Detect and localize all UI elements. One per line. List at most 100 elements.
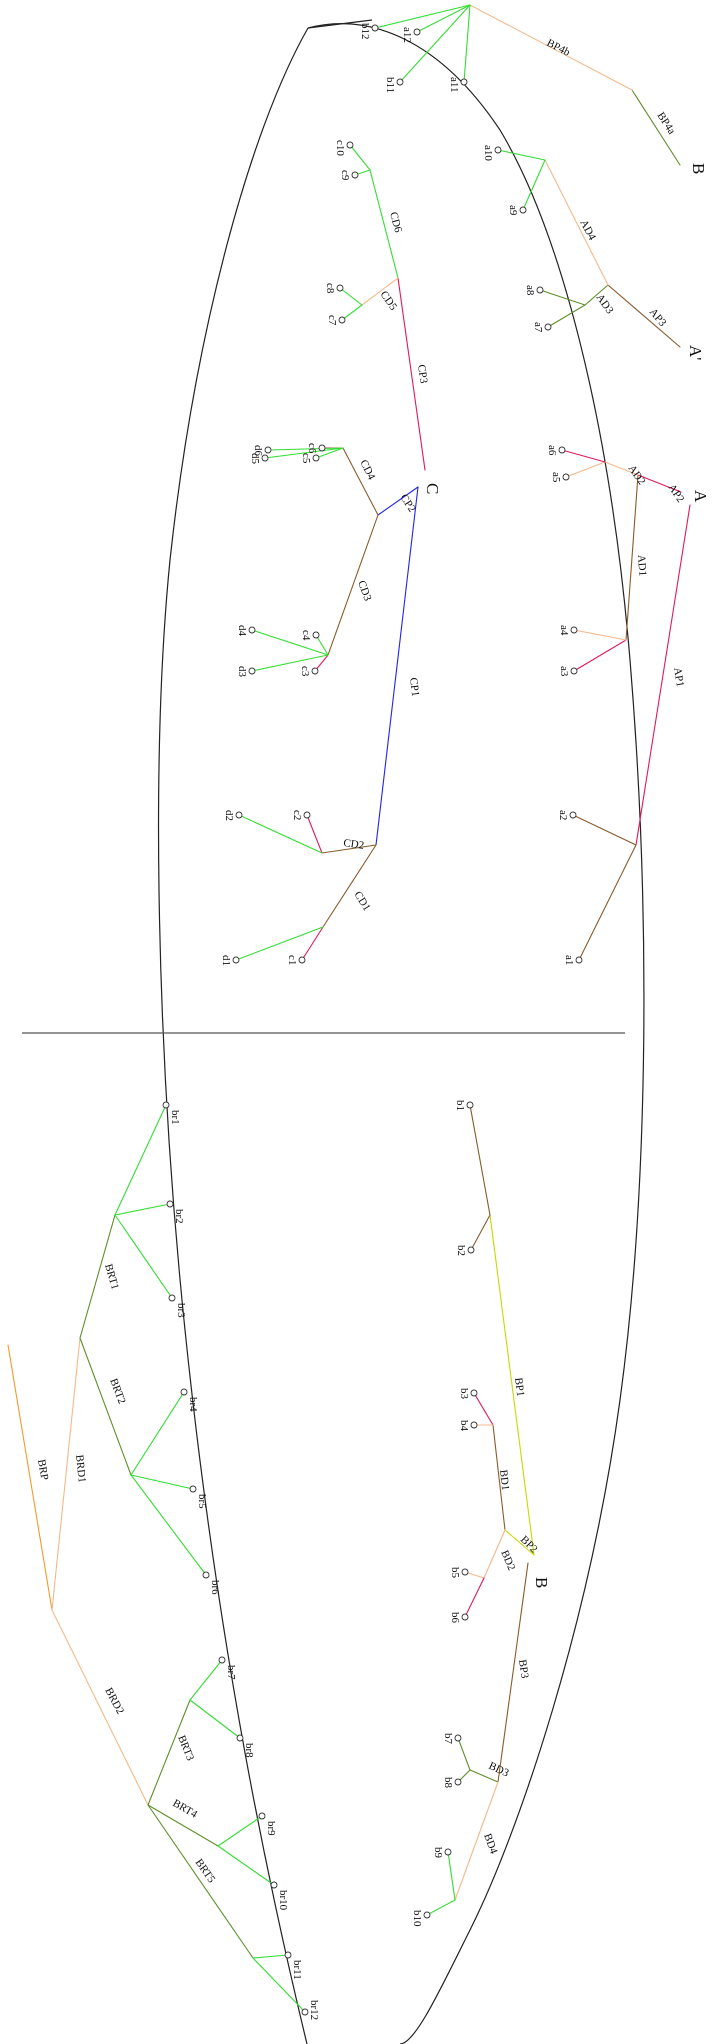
label-br4: br4	[187, 1397, 199, 1412]
node-br4	[180, 1388, 188, 1396]
label-d3: d3	[236, 666, 248, 678]
node-br6	[202, 1571, 210, 1579]
node-b4	[470, 1421, 478, 1429]
node-a7	[544, 323, 552, 331]
edge-c1	[301, 926, 324, 961]
edge-b6	[464, 1577, 485, 1618]
label-brt3: BRT3	[175, 1734, 196, 1763]
node-br1	[162, 1101, 170, 1109]
edge-bp2	[504, 1529, 535, 1556]
node-c9	[351, 171, 359, 179]
node-a8	[536, 286, 544, 294]
label-br10: br10	[277, 1890, 289, 1911]
label-b11: b11	[384, 77, 396, 93]
edge-a11	[463, 4, 471, 83]
node-br9	[258, 1812, 266, 1820]
label-c10: c10	[334, 140, 346, 156]
label-bd1: BD1	[497, 1469, 511, 1491]
edge-br2	[114, 1203, 171, 1216]
edge-bd4	[454, 1781, 499, 1901]
label-ap3: AP3	[647, 306, 669, 329]
label-b5: b5	[449, 1567, 461, 1579]
label-section-b-top: B	[689, 163, 708, 174]
node-d3	[248, 667, 256, 675]
edge-c10	[349, 144, 371, 171]
node-br3	[168, 1294, 176, 1302]
node-labels: a1 a2 a3 a4 a5 a6 a7 a8 a9 a10 a11 a12 b…	[169, 23, 575, 2020]
edge-cd1	[322, 844, 377, 928]
label-d4: d4	[236, 625, 248, 637]
node-d2	[235, 811, 243, 819]
edge-br11	[252, 1954, 289, 1959]
edge-b7	[457, 1737, 471, 1771]
label-br12: br12	[308, 2000, 320, 2020]
label-ap2: AP2	[666, 482, 687, 505]
node-a12	[413, 28, 421, 36]
edge-ad4	[544, 159, 609, 286]
edge-brd2	[51, 1609, 149, 1806]
label-brd2: BRD2	[102, 1686, 126, 1716]
label-d1: d1	[220, 955, 232, 966]
label-ap1: AP1	[671, 667, 686, 688]
edge-c2	[306, 814, 323, 854]
edge-cp3	[397, 277, 426, 471]
edge-a7	[547, 304, 586, 328]
label-d2: d2	[223, 810, 235, 821]
edge-d6	[267, 447, 344, 451]
edge-br4	[130, 1391, 185, 1476]
label-br2: br2	[173, 1209, 185, 1224]
edge-cd2	[321, 844, 377, 854]
label-bd2: BD2	[498, 1548, 517, 1572]
edge-bd2	[483, 1529, 506, 1579]
edge-brd1	[51, 1337, 81, 1611]
label-b7: b7	[442, 1733, 454, 1745]
label-cd5: CD5	[378, 289, 400, 313]
edge-b-upper	[469, 1104, 491, 1216]
label-cd1: CD1	[351, 889, 372, 913]
edge-cp2	[377, 486, 419, 516]
node-b1	[466, 1101, 474, 1109]
label-brp: BRP	[35, 1458, 50, 1481]
label-cd6: CD6	[387, 211, 404, 235]
node-c4	[312, 631, 320, 639]
node-br10	[270, 1881, 278, 1889]
edge-brt5	[147, 1804, 254, 1959]
label-br6: br6	[209, 1580, 221, 1595]
edge-a5	[565, 461, 606, 478]
label-a5: a5	[550, 472, 562, 483]
label-br7: br7	[225, 1665, 237, 1680]
node-b5	[461, 1568, 469, 1576]
node-a6	[558, 446, 566, 454]
node-a2	[569, 811, 577, 819]
node-c10	[346, 141, 354, 149]
node-a10	[494, 146, 502, 154]
node-c3	[311, 667, 319, 675]
node-b11	[396, 78, 404, 86]
node-d6	[264, 446, 272, 454]
edge-cd3	[327, 514, 379, 656]
label-c9: c9	[339, 170, 351, 181]
node-c6	[318, 444, 326, 452]
label-a12: a12	[401, 27, 413, 43]
label-b4: b4	[458, 1420, 470, 1432]
label-a10: a10	[482, 145, 494, 161]
label-bp3: BP3	[516, 1659, 531, 1680]
node-a5	[562, 473, 570, 481]
edge-a4	[573, 629, 627, 641]
label-bd4: BD4	[481, 1832, 500, 1856]
label-b8: b8	[442, 1777, 454, 1789]
edge-cp1	[375, 486, 419, 846]
label-cp1: CP1	[407, 677, 421, 697]
label-d6: d6	[252, 445, 264, 457]
edge-d2	[238, 814, 323, 854]
label-cp3: CP3	[415, 364, 430, 385]
edge-a9	[522, 159, 546, 211]
edge-a6	[561, 449, 606, 463]
a-tree	[374, 4, 691, 961]
node-b7	[454, 1734, 462, 1742]
label-br3: br3	[175, 1303, 187, 1318]
edge-c5	[315, 447, 344, 459]
label-br5: br5	[196, 1494, 208, 1509]
edge-b2	[470, 1214, 491, 1251]
